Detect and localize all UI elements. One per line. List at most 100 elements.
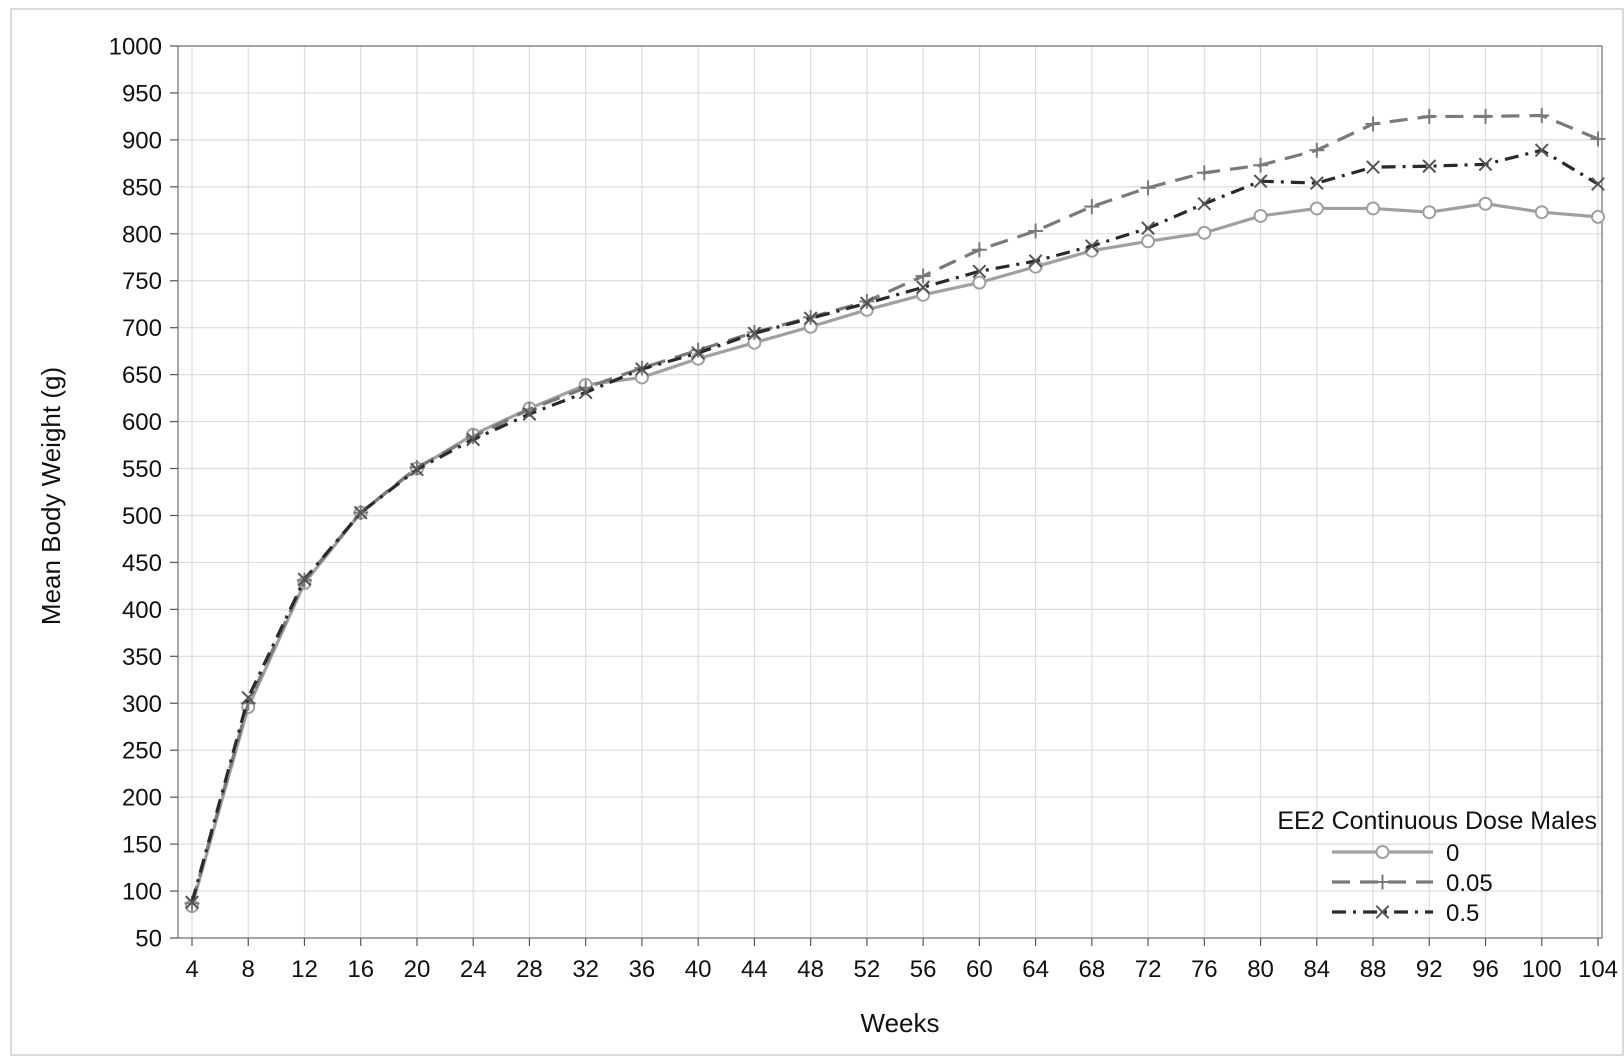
y-tick-label: 400 — [122, 597, 162, 624]
x-tick-label: 64 — [1022, 956, 1049, 983]
data-point — [1366, 160, 1380, 175]
legend-title: EE2 Continuous Dose Males — [1277, 807, 1597, 835]
legend-item-1: 0.05 — [1332, 870, 1493, 897]
data-point — [1028, 254, 1043, 268]
axes: 5010015020025030035040045050055060065070… — [109, 34, 1618, 984]
y-tick-label: 550 — [122, 456, 162, 483]
x-tick-label: 80 — [1247, 956, 1274, 983]
data-point — [1366, 201, 1381, 216]
data-point — [1478, 196, 1493, 211]
series-1 — [184, 107, 1606, 911]
data-point — [241, 690, 256, 705]
outer-border — [10, 8, 1624, 1056]
x-tick-label: 12 — [291, 956, 318, 983]
y-tick-label: 150 — [122, 832, 162, 859]
data-point — [297, 572, 312, 587]
data-point — [1422, 159, 1437, 174]
x-tick-label: 16 — [347, 956, 374, 983]
x-tick-label: 44 — [741, 956, 768, 983]
data-point — [1309, 176, 1324, 190]
legend-marker — [1375, 845, 1390, 859]
x-tick-label: 52 — [854, 956, 881, 983]
x-tick-label: 48 — [797, 956, 824, 983]
data-point — [522, 407, 537, 421]
x-tick-label: 100 — [1522, 956, 1562, 983]
y-tick-label: 600 — [122, 409, 162, 436]
data-point — [916, 280, 931, 295]
x-tick-label: 60 — [966, 956, 993, 983]
data-point — [1534, 107, 1550, 123]
y-tick-label: 950 — [122, 80, 162, 107]
y-tick-label: 50 — [135, 926, 162, 953]
x-tick-label: 96 — [1472, 956, 1499, 983]
data-point — [1084, 239, 1099, 253]
x-tick-label: 76 — [1191, 956, 1218, 983]
data-point — [1478, 157, 1493, 172]
data-point — [971, 242, 987, 258]
x-tick-label: 68 — [1078, 956, 1105, 983]
data-point — [1253, 208, 1268, 223]
x-tick-label: 32 — [572, 956, 599, 983]
series-line — [190, 113, 1599, 904]
y-tick-label: 300 — [122, 691, 162, 718]
x-tick-label: 40 — [685, 956, 712, 983]
data-point — [916, 287, 931, 302]
y-axis-title: Mean Body Weight (g) — [36, 367, 66, 625]
data-point — [1534, 143, 1549, 158]
x-tick-label: 84 — [1303, 956, 1330, 983]
x-tick-label: 8 — [242, 956, 255, 983]
y-tick-label: 850 — [122, 174, 162, 201]
y-tick-label: 500 — [122, 503, 162, 530]
legend-item-0: 0 — [1332, 840, 1459, 867]
data-point — [915, 268, 931, 284]
data-point — [1365, 116, 1381, 132]
legend-item-2: 0.5 — [1332, 900, 1479, 927]
y-tick-label: 200 — [122, 785, 162, 812]
data-point — [691, 346, 706, 360]
data-point — [1590, 131, 1606, 147]
series-layer — [184, 107, 1606, 914]
data-point — [1028, 223, 1044, 239]
data-point — [1196, 165, 1212, 181]
data-point — [859, 296, 874, 311]
legend-marker — [1375, 874, 1390, 890]
y-tick-label: 1000 — [109, 34, 162, 61]
data-point — [803, 311, 818, 326]
x-tick-label: 28 — [516, 956, 543, 983]
data-point — [185, 895, 199, 910]
data-point — [859, 293, 875, 309]
data-point — [1140, 180, 1156, 196]
data-point — [1309, 142, 1325, 158]
x-tick-label: 36 — [629, 956, 656, 983]
data-point — [747, 326, 762, 341]
data-point — [353, 505, 368, 520]
y-tick-label: 100 — [122, 879, 162, 906]
x-tick-label: 92 — [1416, 956, 1443, 983]
data-point — [1197, 196, 1212, 211]
y-tick-label: 700 — [122, 315, 162, 342]
data-point — [635, 362, 649, 376]
data-point — [1309, 201, 1324, 216]
y-tick-label: 350 — [122, 644, 162, 671]
data-point — [578, 385, 593, 400]
grid-lines — [178, 45, 1602, 939]
y-tick-label: 900 — [122, 127, 162, 154]
legend-label: 0 — [1446, 840, 1459, 867]
data-point — [1197, 225, 1212, 240]
data-point — [972, 264, 987, 279]
data-point — [466, 432, 481, 447]
y-tick-label: 750 — [122, 268, 162, 295]
y-tick-label: 450 — [122, 550, 162, 577]
data-point — [1591, 177, 1605, 191]
series-line — [190, 148, 1599, 903]
legend-marker — [1375, 905, 1390, 919]
data-point — [1141, 234, 1156, 249]
plot-area — [177, 45, 1603, 939]
y-tick-label: 650 — [122, 362, 162, 389]
data-point — [1591, 209, 1605, 224]
x-tick-label: 24 — [460, 956, 487, 983]
data-point — [1534, 205, 1549, 220]
data-point — [1421, 108, 1437, 124]
